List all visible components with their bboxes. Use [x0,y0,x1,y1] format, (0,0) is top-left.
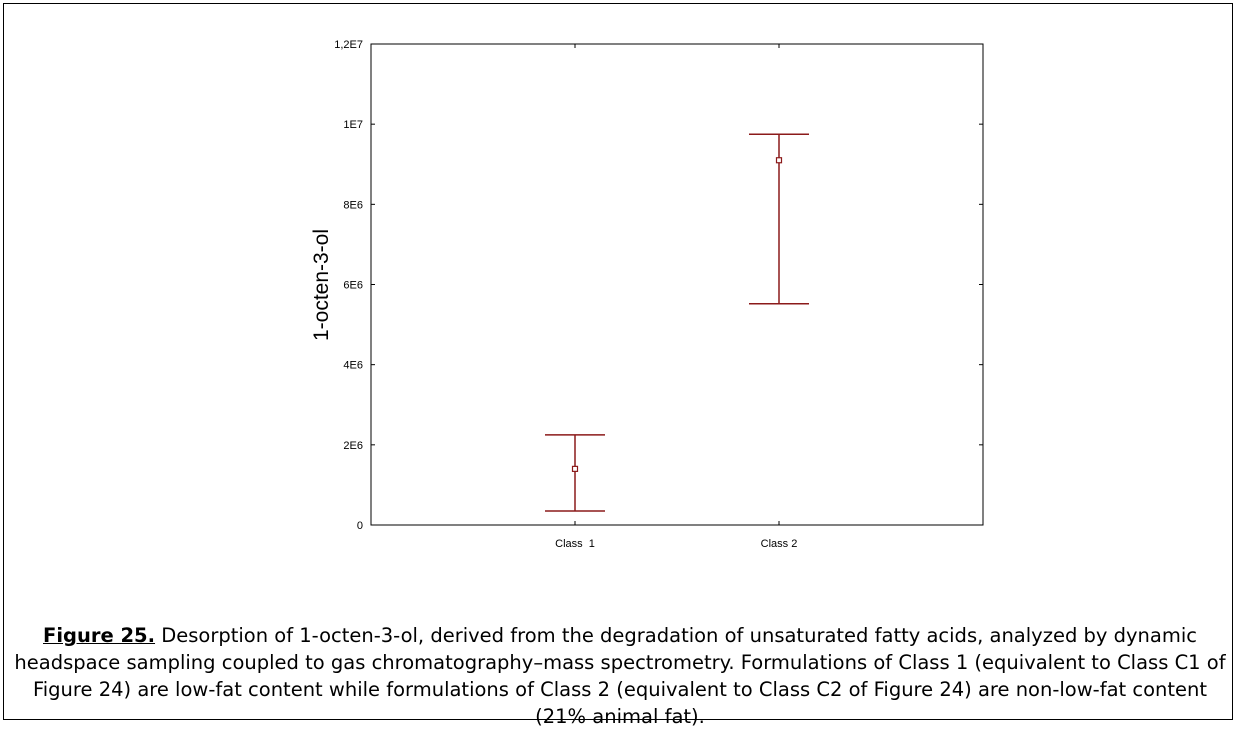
y-axis-title: 1-octen-3-ol [310,229,333,341]
series-points [545,133,809,512]
mean-point [571,465,579,472]
figure-caption-text: Desorption of 1-octen-3-ol, derived from… [14,624,1226,728]
figure-label: Figure 25. [43,624,156,647]
chart: 0 2E6 4E6 6E6 8E6 1E7 1,2E7 Class 1 Class 2 1-o… [310,39,984,550]
y-tick-label: 6E6 [343,280,363,292]
y-tick-label: 0 [357,520,363,532]
x-tick-label: Class 1 [555,538,595,550]
mean-point [775,157,783,164]
y-tick-label: 1E7 [343,119,363,131]
y-axis-ticks: 0 2E6 4E6 6E6 8E6 1E7 1,2E7 [334,39,983,532]
plot-area [370,43,984,526]
figure-caption: Figure 25. Desorption of 1-octen-3-ol, d… [14,622,1226,730]
y-tick-label: 4E6 [343,360,363,372]
x-tick-label: Class 2 [761,538,798,550]
x-axis-ticks: Class 1 Class 2 [555,44,797,550]
figure-frame [3,3,1233,720]
y-tick-label: 1,2E7 [334,39,363,51]
y-tick-label: 2E6 [343,440,363,452]
y-tick-label: 8E6 [343,199,363,211]
